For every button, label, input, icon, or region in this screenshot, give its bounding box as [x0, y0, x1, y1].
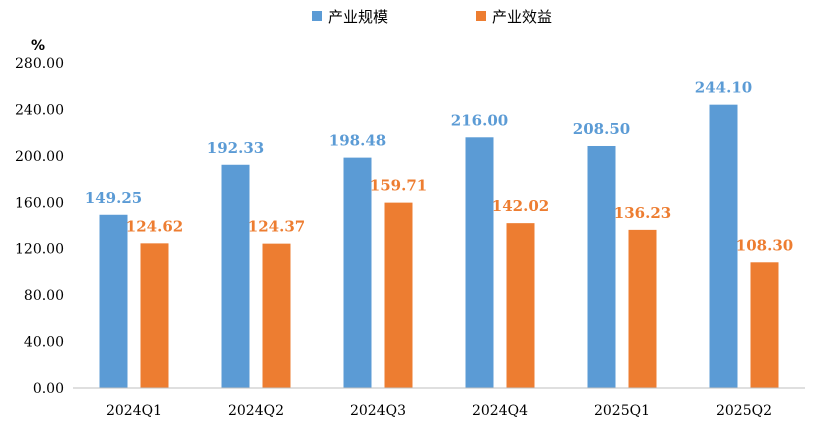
data-label: 124.37: [248, 218, 305, 236]
bar-scale: [343, 157, 372, 388]
legend-swatch: [476, 11, 486, 21]
data-label: 124.62: [126, 217, 183, 235]
data-label: 198.48: [329, 132, 386, 150]
bar-benefit: [750, 262, 779, 388]
data-label: 142.02: [492, 197, 549, 215]
data-label: 159.71: [370, 177, 427, 195]
x-tick-label: 2024Q3: [350, 403, 406, 419]
data-label: 108.30: [736, 236, 793, 254]
x-tick-label: 2024Q4: [472, 403, 528, 419]
x-tick-label: 2024Q2: [228, 403, 284, 419]
y-tick-label: 120.00: [15, 242, 64, 258]
legend-label: 产业效益: [492, 8, 552, 26]
data-label: 244.10: [695, 79, 752, 97]
bar-scale: [709, 104, 738, 388]
legend-swatch: [312, 11, 322, 21]
data-labels: 149.25 124.62 192.33 124.37 198.48 159.71 216.…: [85, 79, 793, 255]
bar-scale: [465, 137, 494, 388]
bar-benefit: [140, 243, 169, 388]
bar-scale: [99, 214, 128, 388]
data-label: 216.00: [451, 111, 508, 129]
y-tick-label: 240.00: [15, 102, 64, 118]
y-axis: 0.00 40.00 80.00 120.00 160.00 200.00 240.00 28…: [15, 56, 64, 397]
bar-benefit: [506, 223, 535, 388]
y-tick-label: 0.00: [33, 381, 64, 397]
data-label: 136.23: [614, 204, 671, 222]
data-label: 149.25: [85, 189, 142, 207]
y-tick-label: 280.00: [15, 56, 64, 72]
bar-benefit: [628, 229, 657, 388]
y-tick-label: 40.00: [24, 335, 64, 351]
bar-benefit: [262, 243, 291, 388]
bar-scale: [221, 164, 250, 388]
y-tick-label: 160.00: [15, 195, 64, 211]
legend-label: 产业规模: [328, 8, 388, 26]
legend: 产业规模 产业效益: [312, 8, 552, 26]
bar-scale: [587, 145, 616, 388]
bar-benefit: [384, 202, 413, 388]
x-tick-label: 2025Q2: [716, 403, 772, 419]
x-axis: 2024Q1 2024Q2 2024Q3 2024Q4 2025Q1 2025Q2: [106, 403, 772, 419]
data-label: 208.50: [573, 120, 630, 138]
y-axis-unit-label: %: [31, 38, 45, 54]
x-tick-label: 2025Q1: [594, 403, 650, 419]
x-tick-label: 2024Q1: [106, 403, 162, 419]
data-label: 192.33: [207, 139, 264, 157]
bars: [99, 104, 779, 388]
y-tick-label: 200.00: [15, 149, 64, 165]
y-tick-label: 80.00: [24, 288, 64, 304]
